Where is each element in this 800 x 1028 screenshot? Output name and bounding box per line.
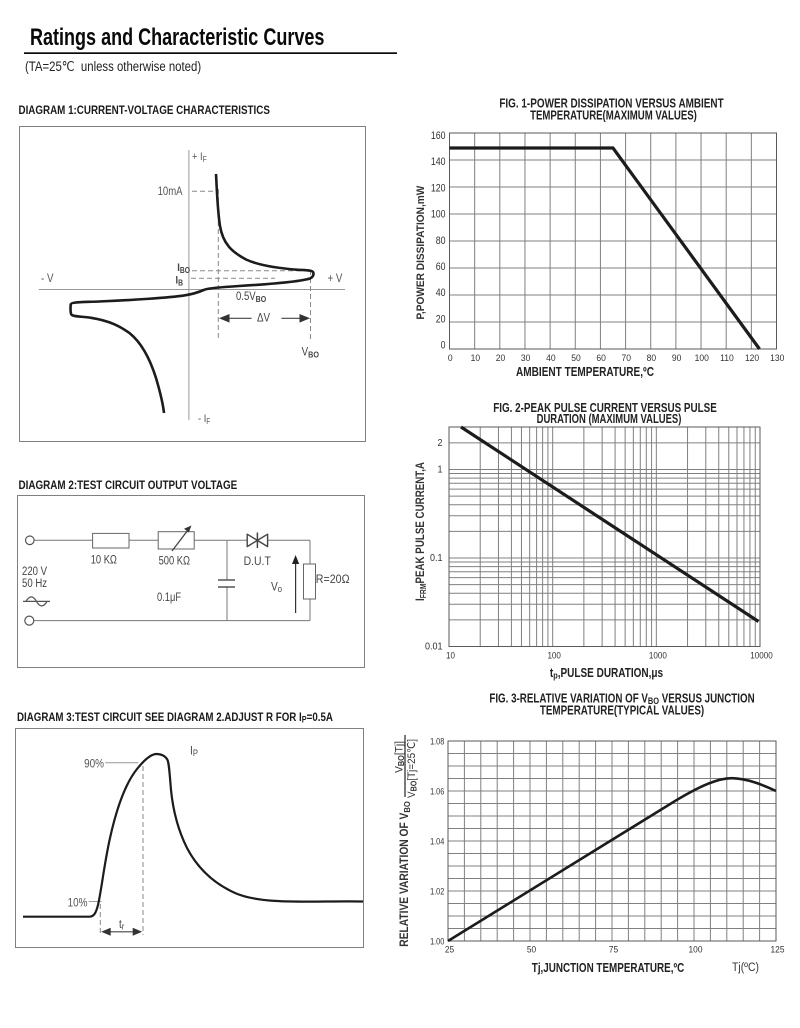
svg-text:50: 50 bbox=[571, 352, 580, 363]
svg-text:10%: 10% bbox=[68, 897, 88, 910]
svg-text:140: 140 bbox=[431, 156, 446, 168]
svg-text:25: 25 bbox=[445, 944, 454, 955]
svg-text:0.01: 0.01 bbox=[425, 641, 443, 653]
svg-text:0.1: 0.1 bbox=[430, 553, 443, 565]
svg-text:DIAGRAM 3:TEST CIRCUIT SEE DIA: DIAGRAM 3:TEST CIRCUIT SEE DIAGRAM 2.ADJ… bbox=[17, 711, 333, 725]
svg-text:90: 90 bbox=[672, 352, 681, 363]
svg-text:P,POWER DISSIPATION,mW: P,POWER DISSIPATION,mW bbox=[414, 185, 427, 320]
svg-text:IBO: IBO bbox=[177, 262, 190, 275]
svg-text:VBO[Tj]: VBO[Tj] bbox=[393, 741, 406, 773]
svg-text:tr: tr bbox=[119, 918, 124, 931]
svg-text:DURATION (MAXIMUM VALUES): DURATION (MAXIMUM VALUES) bbox=[537, 413, 682, 427]
svg-text:1.00: 1.00 bbox=[430, 936, 444, 947]
svg-text:DIAGRAM 2:TEST CIRCUIT OUTPUT: DIAGRAM 2:TEST CIRCUIT OUTPUT VOLTAGE bbox=[19, 479, 238, 492]
svg-text:80: 80 bbox=[647, 352, 656, 363]
svg-text:70: 70 bbox=[622, 352, 631, 363]
svg-text:60: 60 bbox=[596, 352, 605, 363]
svg-text:ΔV: ΔV bbox=[257, 312, 271, 325]
svg-text:125: 125 bbox=[771, 944, 785, 955]
svg-text:1.06: 1.06 bbox=[430, 786, 444, 797]
svg-text:160: 160 bbox=[431, 130, 446, 142]
svg-text:80: 80 bbox=[436, 235, 446, 247]
svg-text:100: 100 bbox=[695, 352, 709, 363]
svg-text:Ratings and Characteristic Cur: Ratings and Characteristic Curves bbox=[30, 25, 324, 51]
svg-text:50 Hz: 50 Hz bbox=[22, 577, 47, 590]
svg-text:40: 40 bbox=[436, 287, 446, 299]
svg-text:VBO: VBO bbox=[302, 346, 319, 360]
svg-text:IP: IP bbox=[190, 745, 198, 758]
svg-text:0: 0 bbox=[441, 340, 446, 352]
svg-text:500 KΩ: 500 KΩ bbox=[159, 554, 190, 567]
svg-text:R=20Ω: R=20Ω bbox=[316, 574, 350, 587]
svg-text:10: 10 bbox=[471, 352, 480, 363]
svg-text:IB: IB bbox=[175, 275, 183, 288]
svg-text:FIG. 2-PEAK PULSE CURRENT VERS: FIG. 2-PEAK PULSE CURRENT VERSUS PULSE bbox=[493, 402, 717, 415]
svg-text:- V: - V bbox=[41, 272, 54, 285]
svg-text:RELATIVE VARIATION OF VBO: RELATIVE VARIATION OF VBO bbox=[398, 801, 412, 946]
svg-text:90%: 90% bbox=[84, 758, 104, 771]
svg-text:30: 30 bbox=[521, 352, 530, 363]
svg-text:2: 2 bbox=[437, 437, 442, 449]
svg-text:tp,PULSE DURATION,μs: tp,PULSE DURATION,μs bbox=[550, 666, 663, 681]
svg-text:1.08: 1.08 bbox=[430, 736, 444, 747]
svg-text:Tj,JUNCTION TEMPERATURE,ºC: Tj,JUNCTION TEMPERATURE,ºC bbox=[532, 962, 685, 976]
svg-text:1.02: 1.02 bbox=[430, 886, 444, 897]
svg-text:Tj(ºC): Tj(ºC) bbox=[732, 961, 759, 974]
svg-text:Vo: Vo bbox=[271, 581, 282, 594]
svg-text:AMBIENT TEMPERATURE,ºC: AMBIENT TEMPERATURE,ºC bbox=[516, 365, 654, 380]
svg-text:FIG. 3-RELATIVE VARIATION OF V: FIG. 3-RELATIVE VARIATION OF VBO VERSUS … bbox=[489, 692, 754, 706]
svg-text:20: 20 bbox=[496, 352, 505, 363]
svg-text:50: 50 bbox=[527, 944, 536, 955]
svg-text:75: 75 bbox=[609, 944, 618, 955]
svg-text:DIAGRAM 1:CURRENT-VOLTAGE CHAR: DIAGRAM 1:CURRENT-VOLTAGE CHARACTERISTIC… bbox=[19, 104, 270, 117]
svg-text:100: 100 bbox=[547, 650, 561, 661]
svg-text:- IF: - IF bbox=[198, 413, 211, 426]
svg-text:TEMPERATURE(TYPICAL VALUES): TEMPERATURE(TYPICAL VALUES) bbox=[540, 704, 705, 717]
svg-text:130: 130 bbox=[770, 352, 784, 363]
svg-text:D.U.T: D.U.T bbox=[244, 555, 271, 568]
svg-text:100: 100 bbox=[689, 944, 703, 955]
svg-text:+ IF: + IF bbox=[192, 151, 207, 164]
svg-text:0.5VBO: 0.5VBO bbox=[236, 290, 266, 304]
svg-text:20: 20 bbox=[436, 314, 446, 326]
svg-text:10: 10 bbox=[446, 650, 455, 661]
svg-text:120: 120 bbox=[431, 183, 446, 195]
svg-text:IFRMPEAK PULSE CURRENT,A: IFRMPEAK PULSE CURRENT,A bbox=[414, 462, 428, 601]
svg-text:1.04: 1.04 bbox=[430, 836, 444, 847]
svg-text:60: 60 bbox=[436, 261, 446, 273]
svg-text:220 V: 220 V bbox=[22, 565, 48, 578]
svg-text:10000: 10000 bbox=[750, 650, 773, 661]
svg-text:10mA: 10mA bbox=[158, 185, 184, 198]
svg-text:110: 110 bbox=[720, 352, 734, 363]
svg-text:FIG. 1-POWER DISSIPATION VERSU: FIG. 1-POWER DISSIPATION VERSUS AMBIENT bbox=[499, 98, 723, 111]
svg-text:40: 40 bbox=[546, 352, 555, 363]
svg-text:(TA=25℃ unless otherwise note: (TA=25℃ unless otherwise noted) bbox=[25, 58, 201, 74]
svg-text:VBO[Tj=25℃]: VBO[Tj=25℃] bbox=[406, 739, 418, 798]
svg-text:TEMPERATURE(MAXIMUM VALUES): TEMPERATURE(MAXIMUM VALUES) bbox=[530, 109, 697, 122]
svg-text:120: 120 bbox=[745, 352, 759, 363]
svg-text:10 KΩ: 10 KΩ bbox=[91, 554, 117, 567]
svg-text:0: 0 bbox=[448, 352, 453, 363]
svg-text:+ V: + V bbox=[328, 272, 344, 285]
svg-text:1: 1 bbox=[437, 464, 442, 476]
svg-text:0.1μF: 0.1μF bbox=[157, 591, 181, 604]
svg-text:1000: 1000 bbox=[649, 650, 667, 661]
svg-text:100: 100 bbox=[431, 209, 446, 221]
